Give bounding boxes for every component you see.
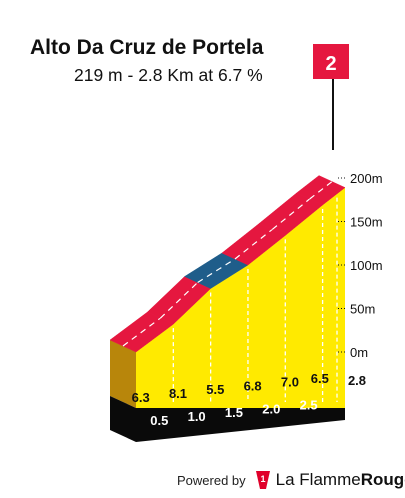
svg-text:1: 1 xyxy=(260,474,265,484)
y-tick-label: 50m xyxy=(350,302,375,317)
y-tick-label: 200m xyxy=(350,171,383,186)
band-centre-line xyxy=(234,228,273,260)
profile-side-face xyxy=(110,340,136,408)
brand-name: La FlammeRouge xyxy=(276,470,405,490)
y-axis-ticks: 0m 50m 100m 150m 200m xyxy=(338,171,383,360)
x-tick-label: 2.0 xyxy=(262,401,280,416)
gradient-label: 7.0 xyxy=(281,374,299,389)
band-centre-line xyxy=(271,198,310,230)
y-tick-label: 0m xyxy=(350,345,368,360)
gradient-label: 5.5 xyxy=(206,382,224,397)
x-axis-ticks: 0.5 1.0 1.5 2.0 2.5 2.8 xyxy=(150,373,366,428)
powered-by-text: Powered by xyxy=(177,472,246,488)
gradient-label: 6.5 xyxy=(311,371,329,386)
x-tick-label: 2.8 xyxy=(348,373,366,388)
climb-subtitle: 219 m - 2.8 Km at 6.7 % xyxy=(74,65,263,85)
flame-logo-icon: 1 xyxy=(255,471,270,489)
climb-title: Alto Da Cruz de Portela xyxy=(30,36,264,59)
x-tick-label: 1.5 xyxy=(225,405,243,420)
gradient-label: 8.1 xyxy=(169,386,187,401)
band-centre-line xyxy=(197,258,236,283)
band-centre-line xyxy=(122,317,161,347)
segment-dividers xyxy=(172,197,338,402)
gradient-label: 6.8 xyxy=(244,378,262,393)
y-tick-label: 150m xyxy=(350,215,383,230)
category-badge-label: 2 xyxy=(325,53,336,75)
x-tick-label: 2.5 xyxy=(300,397,318,412)
powered-by-footer: Powered by 1 La FlammeRouge xyxy=(177,470,405,490)
profile-fill xyxy=(136,187,345,408)
brand-part-2: Rouge xyxy=(360,470,405,489)
band-centre-line xyxy=(159,282,199,319)
band-centre-line xyxy=(309,181,333,200)
gradient-bands xyxy=(109,175,346,353)
x-tick-label: 1.0 xyxy=(188,409,206,424)
x-tick-label: 0.5 xyxy=(150,413,168,428)
gradient-label: 6.3 xyxy=(132,390,150,405)
brand-part-1: La Flamme xyxy=(275,470,361,489)
category-badge xyxy=(313,44,349,79)
y-tick-label: 100m xyxy=(350,258,383,273)
gradient-labels: 6.3 8.1 5.5 6.8 7.0 6.5 xyxy=(132,371,329,405)
